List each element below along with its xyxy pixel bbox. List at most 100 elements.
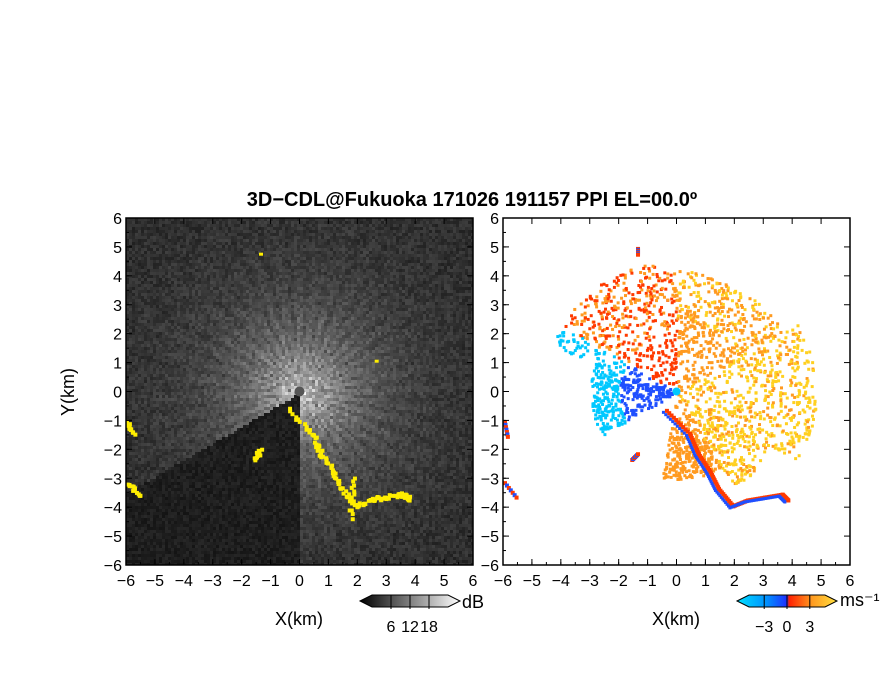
reflectivity-pixel: [327, 329, 330, 332]
reflectivity-pixel: [183, 317, 186, 320]
reflectivity-pixel: [387, 281, 390, 284]
reflectivity-pixel: [126, 251, 129, 254]
reflectivity-pixel: [426, 311, 429, 314]
reflectivity-pixel: [357, 239, 360, 242]
reflectivity-pixel: [438, 320, 441, 323]
reflectivity-pixel: [390, 332, 393, 335]
reflectivity-pixel: [171, 266, 174, 269]
reflectivity-pixel: [336, 263, 339, 266]
reflectivity-pixel: [285, 308, 288, 311]
reflectivity-pixel: [144, 278, 147, 281]
reflectivity-pixel: [330, 266, 333, 269]
reflectivity-pixel: [357, 278, 360, 281]
reflectivity-pixel: [243, 260, 246, 263]
reflectivity-pixel: [195, 311, 198, 314]
reflectivity-pixel: [336, 233, 339, 236]
reflectivity-pixel: [216, 329, 219, 332]
reflectivity-pixel: [246, 302, 249, 305]
reflectivity-pixel: [456, 287, 459, 290]
reflectivity-pixel: [225, 293, 228, 296]
reflectivity-pixel: [324, 257, 327, 260]
reflectivity-pixel: [249, 272, 252, 275]
reflectivity-pixel: [441, 230, 444, 233]
reflectivity-pixel: [291, 323, 294, 326]
reflectivity-pixel: [369, 248, 372, 251]
reflectivity-pixel: [396, 260, 399, 263]
reflectivity-pixel: [321, 281, 324, 284]
reflectivity-pixel: [171, 323, 174, 326]
reflectivity-pixel: [312, 317, 315, 320]
reflectivity-pixel: [213, 245, 216, 248]
reflectivity-pixel: [270, 239, 273, 242]
reflectivity-pixel: [132, 254, 135, 257]
reflectivity-pixel: [411, 224, 414, 227]
reflectivity-pixel: [348, 278, 351, 281]
reflectivity-pixel: [429, 278, 432, 281]
reflectivity-pixel: [387, 323, 390, 326]
reflectivity-pixel: [345, 233, 348, 236]
reflectivity-pixel: [246, 299, 249, 302]
reflectivity-pixel: [210, 236, 213, 239]
reflectivity-pixel: [357, 344, 360, 347]
reflectivity-pixel: [309, 275, 312, 278]
reflectivity-pixel: [414, 314, 417, 317]
reflectivity-pixel: [384, 308, 387, 311]
reflectivity-pixel: [309, 326, 312, 329]
reflectivity-pixel: [348, 260, 351, 263]
reflectivity-pixel: [174, 320, 177, 323]
reflectivity-pixel: [252, 272, 255, 275]
reflectivity-pixel: [303, 287, 306, 290]
reflectivity-pixel: [138, 296, 141, 299]
reflectivity-pixel: [414, 242, 417, 245]
reflectivity-pixel: [420, 251, 423, 254]
reflectivity-pixel: [468, 281, 471, 284]
reflectivity-pixel: [180, 311, 183, 314]
reflectivity-pixel: [423, 299, 426, 302]
reflectivity-pixel: [279, 248, 282, 251]
reflectivity-pixel: [138, 332, 141, 335]
reflectivity-pixel: [378, 236, 381, 239]
reflectivity-pixel: [420, 257, 423, 260]
reflectivity-pixel: [294, 338, 297, 341]
reflectivity-pixel: [435, 269, 438, 272]
reflectivity-pixel: [444, 260, 447, 263]
reflectivity-pixel: [135, 242, 138, 245]
reflectivity-pixel: [405, 293, 408, 296]
reflectivity-pixel: [393, 245, 396, 248]
reflectivity-pixel: [258, 296, 261, 299]
reflectivity-pixel: [192, 257, 195, 260]
reflectivity-pixel: [282, 299, 285, 302]
reflectivity-pixel: [357, 287, 360, 290]
reflectivity-pixel: [291, 329, 294, 332]
reflectivity-pixel: [423, 314, 426, 317]
reflectivity-pixel: [138, 266, 141, 269]
reflectivity-pixel: [291, 317, 294, 320]
reflectivity-pixel: [378, 233, 381, 236]
reflectivity-pixel: [396, 323, 399, 326]
reflectivity-pixel: [351, 218, 354, 221]
reflectivity-pixel: [144, 266, 147, 269]
reflectivity-pixel: [132, 242, 135, 245]
reflectivity-pixel: [279, 281, 282, 284]
reflectivity-pixel: [441, 242, 444, 245]
reflectivity-pixel: [138, 239, 141, 242]
reflectivity-pixel: [159, 314, 162, 317]
reflectivity-pixel: [408, 242, 411, 245]
reflectivity-pixel: [366, 326, 369, 329]
reflectivity-pixel: [240, 278, 243, 281]
reflectivity-pixel: [363, 314, 366, 317]
reflectivity-pixel: [447, 287, 450, 290]
reflectivity-pixel: [174, 248, 177, 251]
reflectivity-pixel: [222, 242, 225, 245]
reflectivity-pixel: [279, 257, 282, 260]
reflectivity-pixel: [258, 227, 261, 230]
reflectivity-pixel: [270, 323, 273, 326]
reflectivity-pixel: [243, 311, 246, 314]
reflectivity-pixel: [258, 305, 261, 308]
reflectivity-pixel: [195, 284, 198, 287]
reflectivity-pixel: [192, 251, 195, 254]
reflectivity-pixel: [195, 329, 198, 332]
reflectivity-pixel: [267, 311, 270, 314]
reflectivity-pixel: [444, 239, 447, 242]
reflectivity-pixel: [270, 269, 273, 272]
